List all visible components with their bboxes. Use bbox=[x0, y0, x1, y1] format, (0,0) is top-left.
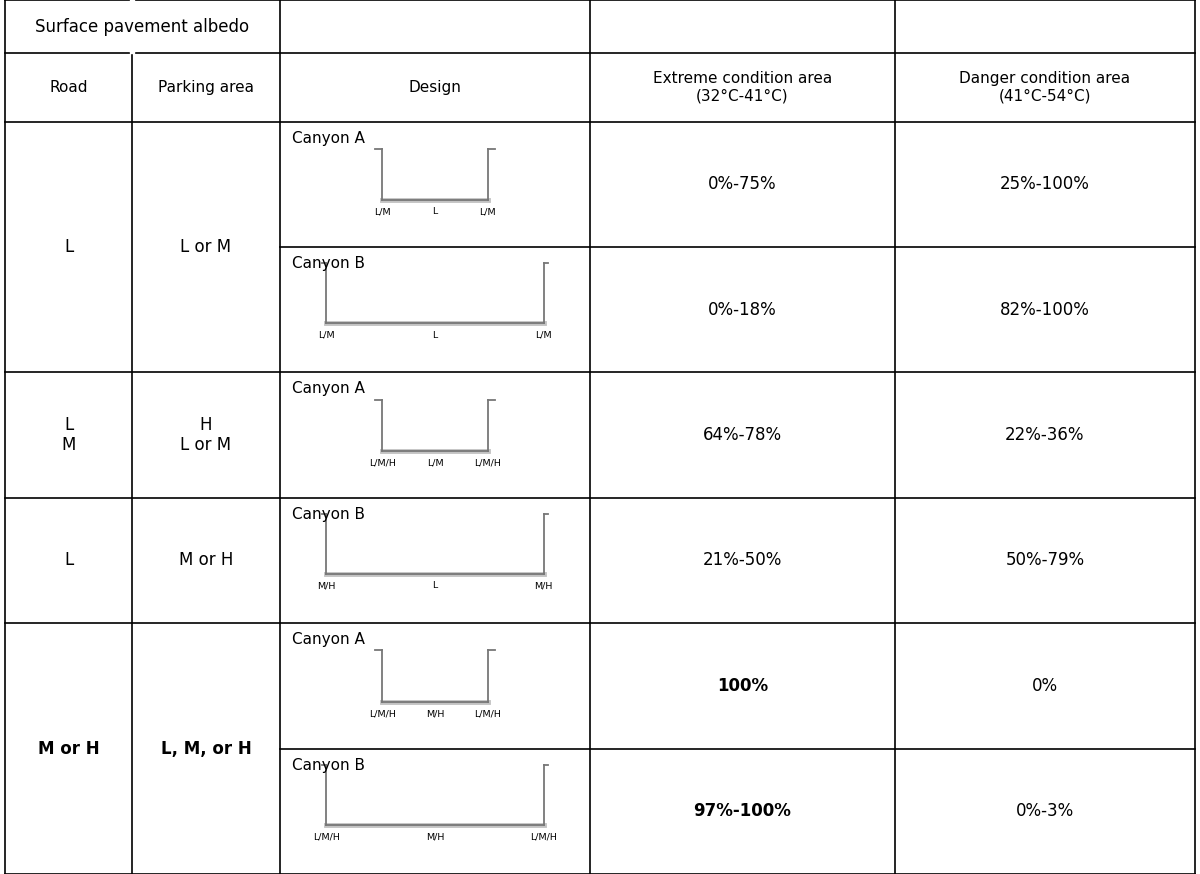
Text: 25%-100%: 25%-100% bbox=[1000, 176, 1090, 193]
Text: L/M: L/M bbox=[427, 458, 443, 468]
Text: L/M/H: L/M/H bbox=[368, 709, 396, 718]
Text: 82%-100%: 82%-100% bbox=[1000, 301, 1090, 319]
Text: L/M: L/M bbox=[535, 330, 552, 340]
Text: Danger condition area
(41°C-54°C): Danger condition area (41°C-54°C) bbox=[960, 71, 1130, 103]
Text: L: L bbox=[432, 581, 438, 591]
Text: L/M/H: L/M/H bbox=[530, 832, 557, 842]
Text: 0%-75%: 0%-75% bbox=[708, 176, 776, 193]
Text: Canyon A: Canyon A bbox=[292, 381, 365, 397]
Text: Canyon A: Canyon A bbox=[292, 632, 365, 647]
Text: L: L bbox=[64, 551, 73, 570]
Text: M or H: M or H bbox=[179, 551, 233, 570]
Text: Design: Design bbox=[408, 80, 462, 94]
Text: Parking area: Parking area bbox=[158, 80, 254, 94]
Text: M/H: M/H bbox=[426, 832, 444, 842]
Text: L or M: L or M bbox=[180, 238, 232, 256]
Text: 0%-3%: 0%-3% bbox=[1016, 802, 1074, 821]
Text: Canyon B: Canyon B bbox=[292, 758, 365, 773]
Text: 100%: 100% bbox=[716, 676, 768, 695]
Text: M/H: M/H bbox=[317, 581, 336, 591]
Text: 64%-78%: 64%-78% bbox=[703, 426, 782, 444]
Text: L/M/H: L/M/H bbox=[474, 458, 502, 468]
Text: 21%-50%: 21%-50% bbox=[703, 551, 782, 570]
Text: M/H: M/H bbox=[426, 709, 444, 718]
Text: Canyon A: Canyon A bbox=[292, 130, 365, 146]
Text: L
M: L M bbox=[61, 416, 76, 454]
Text: L/M: L/M bbox=[318, 330, 335, 340]
Text: L: L bbox=[432, 330, 438, 340]
Text: H
L or M: H L or M bbox=[180, 416, 232, 454]
Text: L/M/H: L/M/H bbox=[368, 458, 396, 468]
Text: 97%-100%: 97%-100% bbox=[694, 802, 792, 821]
Text: L: L bbox=[432, 207, 438, 217]
Text: L/M: L/M bbox=[479, 207, 496, 217]
Text: L/M/H: L/M/H bbox=[474, 709, 502, 718]
Text: L/M/H: L/M/H bbox=[313, 832, 340, 842]
Text: L, M, or H: L, M, or H bbox=[161, 739, 251, 758]
Text: 22%-36%: 22%-36% bbox=[1006, 426, 1085, 444]
Text: 50%-79%: 50%-79% bbox=[1006, 551, 1085, 570]
Text: Extreme condition area
(32°C-41°C): Extreme condition area (32°C-41°C) bbox=[653, 71, 832, 103]
Text: L: L bbox=[64, 238, 73, 256]
Text: Canyon B: Canyon B bbox=[292, 507, 365, 522]
Text: L/M: L/M bbox=[374, 207, 391, 217]
Text: 0%: 0% bbox=[1032, 676, 1058, 695]
Text: Canyon B: Canyon B bbox=[292, 256, 365, 271]
Text: Road: Road bbox=[49, 80, 88, 94]
Text: M or H: M or H bbox=[37, 739, 100, 758]
Text: 0%-18%: 0%-18% bbox=[708, 301, 776, 319]
Text: M/H: M/H bbox=[534, 581, 553, 591]
Text: Surface pavement albedo: Surface pavement albedo bbox=[36, 17, 250, 36]
